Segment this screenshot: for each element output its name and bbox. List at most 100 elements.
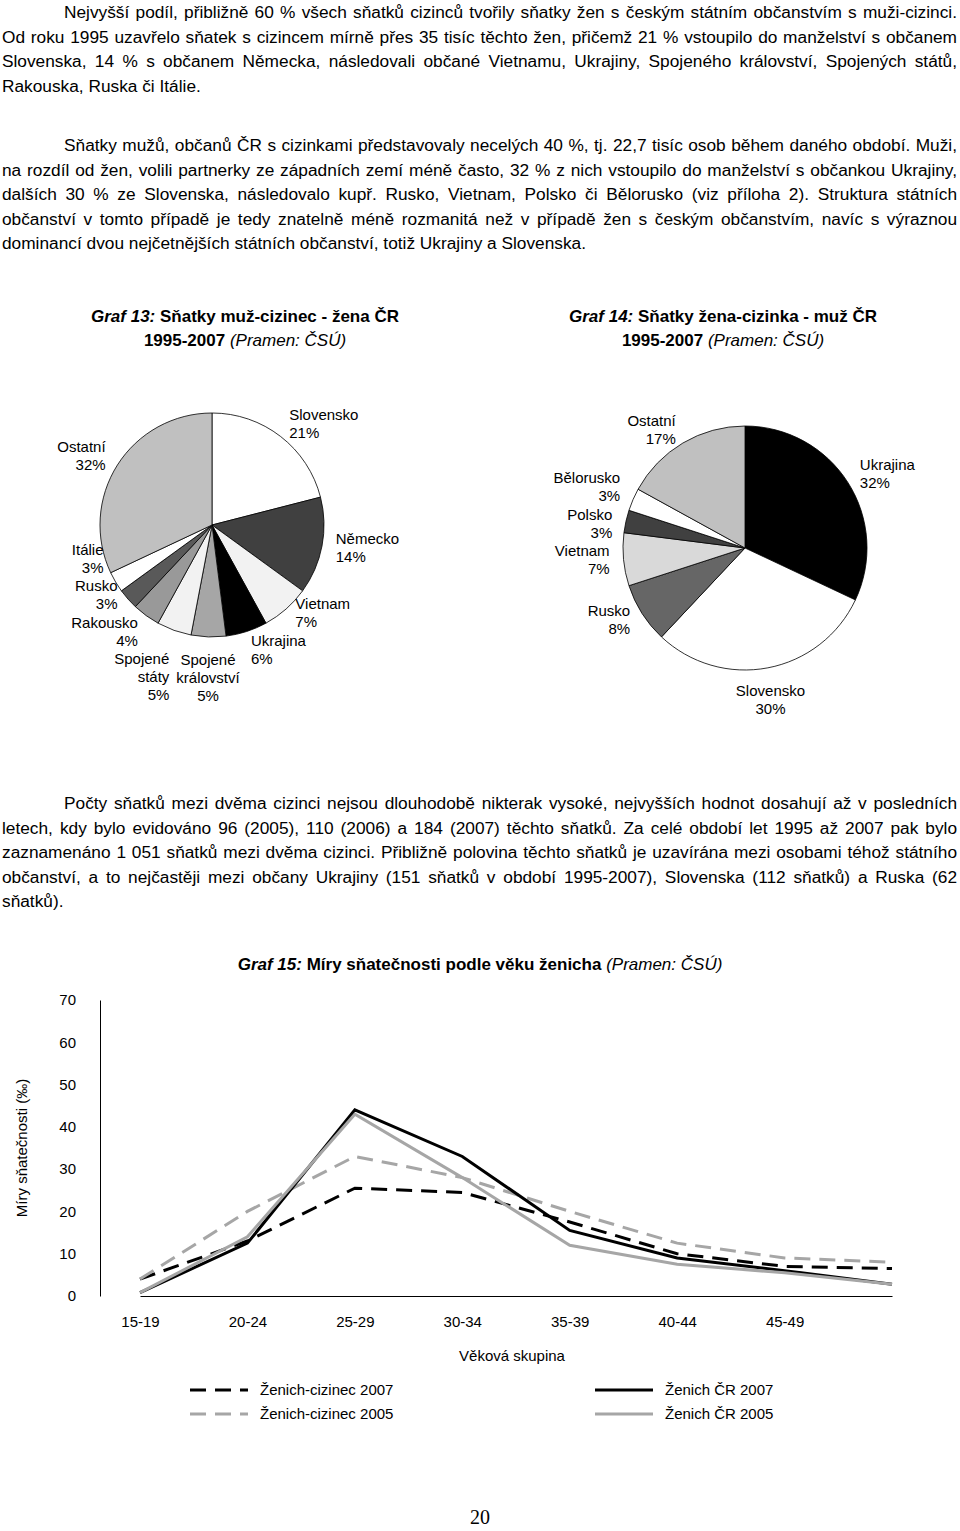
slice-value: 5% — [197, 687, 219, 704]
slice-value: 30% — [755, 700, 785, 717]
slice-name: Bělorusko — [553, 469, 620, 486]
chart-title: Graf 15: Míry sňatečnosti podle věku žen… — [130, 953, 830, 977]
legend-label: Ženich-cizinec 2005 — [260, 1405, 393, 1422]
y-tick: 10 — [59, 1245, 100, 1262]
x-tick: 35-39 — [551, 1296, 589, 1330]
pie-label: Ostatní17% — [627, 412, 676, 447]
x-axis-title: Věková skupina — [459, 1347, 566, 1364]
slice-value: 5% — [148, 686, 170, 703]
slice-name-part: státy — [138, 668, 170, 685]
slice-value: 3% — [96, 595, 118, 612]
legend-swatch — [595, 1389, 653, 1392]
pie-label: Bělorusko3% — [553, 469, 620, 504]
slice-value: 7% — [295, 613, 317, 630]
legend-item: Ženich-cizinec 2005 — [190, 1405, 393, 1422]
axis-line — [141, 1296, 893, 1297]
slice-name-part: Slovensko — [736, 682, 805, 699]
pie-label: Itálie3% — [72, 541, 104, 576]
y-tick: 70 — [59, 991, 100, 1008]
slice-name: Ukrajina — [860, 456, 916, 473]
slice-name-part: Vietnam — [555, 542, 610, 559]
y-tick: 40 — [59, 1118, 100, 1135]
pie — [623, 426, 867, 670]
slice-name: Spojenéstáty — [114, 650, 170, 685]
pie-label: Rusko8% — [588, 602, 631, 637]
slice-value: 21% — [289, 424, 319, 441]
slice-name-part: Ukrajina — [860, 456, 916, 473]
slice-value: 3% — [82, 559, 104, 576]
legend-label: Ženich ČR 2007 — [665, 1381, 773, 1398]
series-line — [140, 1114, 892, 1292]
slice-name: Rusko — [75, 577, 118, 594]
tick-label: 50 — [59, 1076, 76, 1093]
slice-name-part: Spojené — [114, 650, 169, 667]
y-tick: 30 — [59, 1160, 100, 1177]
pie-label: Ostatní32% — [57, 438, 106, 473]
slice-name: Ostatní — [57, 438, 106, 455]
series-line — [140, 1156, 892, 1279]
slice-value: 6% — [251, 650, 273, 667]
slice-name: Rakousko — [71, 614, 138, 631]
pie-label: Spojenéstáty5% — [114, 650, 170, 703]
x-tick: 20-24 — [229, 1296, 267, 1330]
legend-swatch — [595, 1413, 653, 1416]
paragraph: Počty sňatků mezi dvěma cizinci nejsou d… — [2, 791, 957, 914]
slice-name-part: Rusko — [588, 602, 631, 619]
pie-slice — [638, 426, 745, 548]
x-tick: 25-29 — [336, 1296, 374, 1330]
tick-label: 40-44 — [658, 1313, 696, 1330]
paragraph: Sňatky mužů, občanů ČR s cizinkami předs… — [2, 133, 957, 256]
slice-name-part: Ostatní — [57, 438, 106, 455]
x-tick: 40-44 — [658, 1296, 696, 1330]
title-part: Graf 14: — [569, 307, 633, 326]
page: Nejvyšší podíl, přibližně 60 % všech sňa… — [0, 0, 960, 1531]
slice-name: Rusko — [588, 602, 631, 619]
tick-label: 45-49 — [766, 1313, 804, 1330]
tick-label: 30 — [59, 1160, 76, 1177]
slice-name: Polsko — [567, 506, 612, 523]
slice-value: 3% — [598, 487, 620, 504]
pie-label: Slovensko21% — [289, 406, 358, 441]
slice-name-part: Bělorusko — [553, 469, 620, 486]
slice-name-part: Ukrajina — [251, 632, 307, 649]
pie-label: Vietnam7% — [295, 595, 350, 630]
x-tick: 45-49 — [766, 1296, 804, 1330]
slice-name-part: Rakousko — [71, 614, 138, 631]
tick-label: 60 — [59, 1034, 76, 1051]
slice-name: Slovensko — [289, 406, 358, 423]
slice-name-part: království — [176, 669, 240, 686]
chart-canvas: Slovensko21%Německo14%Vietnam7%Ukrajina6… — [0, 0, 960, 1531]
pie-label: Polsko3% — [567, 506, 612, 541]
tick-label: 10 — [59, 1245, 76, 1262]
slice-name: Slovensko — [736, 682, 805, 699]
chart-title: Graf 14: Sňatky žena-cizinka - muž ČR 19… — [548, 305, 898, 353]
slice-value: 4% — [116, 632, 138, 649]
plot-area — [140, 1110, 892, 1293]
legend-label: Ženich-cizinec 2007 — [260, 1381, 393, 1398]
legend-item: Ženich ČR 2007 — [595, 1381, 773, 1398]
tick-label: 70 — [59, 991, 76, 1008]
y-tick: 20 — [59, 1203, 100, 1220]
pie-label: Německo14% — [336, 530, 399, 565]
pie-label: Slovensko30% — [736, 682, 805, 717]
series-line — [140, 1110, 892, 1293]
chart-title: Graf 13: Sňatky muž-cizinec - žena ČR 19… — [70, 305, 420, 353]
x-axis: 15-1920-2425-2930-3435-3940-4445-49 — [121, 1296, 892, 1330]
pie-slice — [100, 413, 212, 573]
legend-label: Ženich ČR 2005 — [665, 1405, 773, 1422]
tick-label: 35-39 — [551, 1313, 589, 1330]
tick-label: 15-19 — [121, 1313, 159, 1330]
slice-name-part: Německo — [336, 530, 399, 547]
slice-name: Ukrajina — [251, 632, 307, 649]
slice-name-part: Slovensko — [289, 406, 358, 423]
title-part: (Pramen: ČSÚ) — [601, 955, 722, 974]
legend-item: Ženich ČR 2005 — [595, 1405, 773, 1422]
tick-label: 25-29 — [336, 1313, 374, 1330]
pie-label: Ukrajina6% — [251, 632, 307, 667]
slice-name: Itálie — [72, 541, 104, 558]
legend: Ženich-cizinec 2007 Ženich-cizinec 2005 Že… — [190, 1381, 773, 1422]
slice-value: 14% — [336, 548, 366, 565]
x-tick: 15-19 — [121, 1296, 159, 1330]
y-tick: 60 — [59, 1034, 100, 1051]
pie-label: Ukrajina32% — [860, 456, 916, 491]
